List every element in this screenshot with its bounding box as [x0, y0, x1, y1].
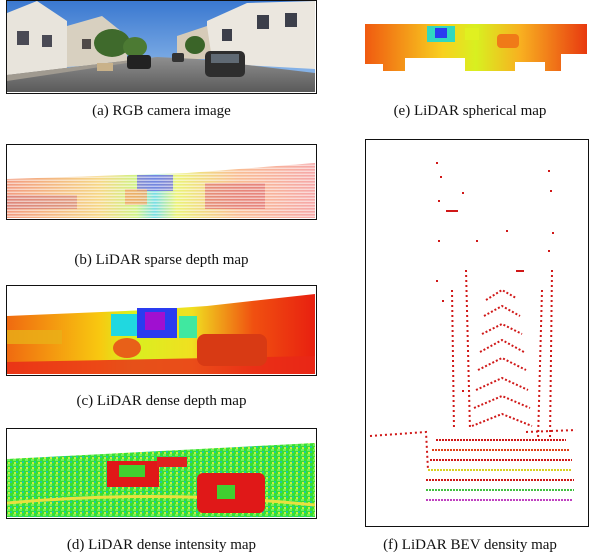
lidar-spherical-map: [365, 24, 587, 71]
lidar-bev-density-map: [365, 139, 589, 527]
caption-f: (f) LiDAR BEV density map: [383, 537, 557, 553]
lidar-dense-depth-map: [6, 285, 317, 376]
caption-a: (a) RGB camera image: [92, 103, 231, 119]
dense-depth-visual: [7, 294, 315, 374]
caption-e: (e) LiDAR spherical map: [393, 103, 547, 119]
caption-b: (b) LiDAR sparse depth map: [74, 252, 249, 268]
caption-d: (d) LiDAR dense intensity map: [66, 537, 257, 553]
sparse-depth-visual: [7, 145, 315, 218]
spherical-map-visual: [365, 24, 587, 71]
caption-c: (c) LiDAR dense depth map: [76, 393, 247, 409]
street-scene-photo: [7, 1, 315, 92]
lidar-dense-intensity-map: [6, 428, 317, 519]
lidar-sparse-depth-map: [6, 144, 317, 220]
rgb-camera-image: [6, 0, 317, 94]
bev-density-visual: [369, 162, 577, 501]
dense-intensity-visual: [7, 443, 315, 517]
